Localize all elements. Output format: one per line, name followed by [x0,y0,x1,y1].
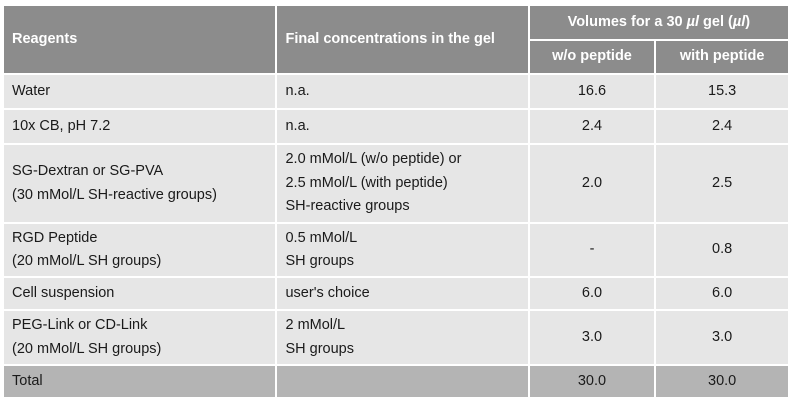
volume-with-peptide-cell: 3.0 [656,311,788,364]
concentration-text: 0.5 mMol/L [285,229,358,246]
volume-with-peptide-cell: 6.0 [656,278,788,309]
reagent-text: (30 mMol/L SH-reactive groups) [12,186,217,203]
total-without-peptide-cell: 30.0 [529,366,655,397]
concentration-cell: n.a. [277,75,528,108]
reagent-text: (20 mMol/L SH groups) [12,340,162,357]
volume-with-peptide-cell: 15.3 [656,75,788,108]
volume-without-peptide-cell: 16.6 [529,75,655,108]
volume-with-peptide-cell: 2.4 [656,110,788,143]
volume-without-peptide-cell: 6.0 [529,278,655,309]
concentration-cell: 2.0 mMol/L (w/o peptide) or 2.5 mMol/L (w… [277,145,528,222]
reagent-text: PEG-Link or CD-Link [12,317,148,333]
header-volumes: Volumes for a 30 µl gel (µl) [529,6,788,39]
table-row: Water n.a. 16.6 15.3 [4,75,788,108]
reagent-text: (20 mMol/L SH groups) [12,253,162,269]
concentration-text: SH groups [285,340,354,357]
header-volumes-unit: µl [732,13,746,30]
volume-without-peptide-cell: 2.4 [529,110,655,143]
header-volumes-unit: µl [686,13,699,30]
concentration-cell: n.a. [277,110,528,143]
header-volumes-prefix: Volumes for a 30 [567,13,687,30]
table-body: Water n.a. 16.6 15.3 10x CB, pH 7.2 n.a. 2.4 2.… [4,75,788,397]
reagent-cell: RGD Peptide (20 mMol/L SH groups) [4,224,276,276]
concentration-text: n.a. [285,82,310,99]
volume-without-peptide-cell: 3.0 [529,311,655,364]
volume-without-peptide-cell: - [529,224,655,276]
concentration-text: 2.0 mMol/L (w/o peptide) or [285,151,462,168]
reagent-cell: Cell suspension [4,278,276,309]
reagent-cell: 10x CB, pH 7.2 [4,110,276,143]
concentration-text: user's choice [285,284,370,301]
header-with-peptide: with peptide [656,41,788,73]
reagent-cell: SG-Dextran or SG-PVA (30 mMol/L SH-reacti… [4,145,276,222]
concentration-cell: user's choice [277,278,528,309]
reagent-text: SG-Dextran or SG-PVA [12,163,164,179]
header-volumes-mid: gel ( [699,13,733,30]
concentration-text: n.a. [285,117,310,134]
header-volumes-suffix: ) [745,13,751,30]
reagent-table-container: Reagents Final concentrations in the gel… [2,4,790,399]
volume-without-peptide-cell: 2.0 [529,145,655,222]
total-label-cell: Total [4,366,276,397]
table-row: SG-Dextran or SG-PVA (30 mMol/L SH-reacti… [4,145,788,222]
header-final-concentrations: Final concentrations in the gel [277,6,528,73]
concentration-text: 2.5 mMol/L (with peptide) [285,174,448,191]
table-row: RGD Peptide (20 mMol/L SH groups) 0.5 mMol… [4,224,788,276]
table-row: Cell suspension user's choice 6.0 6.0 [4,278,788,309]
concentration-cell: 0.5 mMol/L SH groups [277,224,528,276]
volume-with-peptide-cell: 0.8 [656,224,788,276]
table-row: 10x CB, pH 7.2 n.a. 2.4 2.4 [4,110,788,143]
table-row: PEG-Link or CD-Link (20 mMol/L SH groups)… [4,311,788,364]
total-concentration-cell [277,366,528,397]
reagent-text: Water [12,82,51,99]
reagent-cell: PEG-Link or CD-Link (20 mMol/L SH groups) [4,311,276,364]
total-row: Total 30.0 30.0 [4,366,788,397]
reagent-volume-table: Reagents Final concentrations in the gel… [2,4,790,399]
reagent-text: 10x CB, pH 7.2 [12,117,111,134]
volume-with-peptide-cell: 2.5 [656,145,788,222]
reagent-text: RGD Peptide [12,229,98,246]
header-without-peptide: w/o peptide [529,41,655,73]
total-with-peptide-cell: 30.0 [656,366,788,397]
reagent-cell: Water [4,75,276,108]
concentration-cell: 2 mMol/L SH groups [277,311,528,364]
reagent-text: Cell suspension [12,284,115,301]
concentration-text: 2 mMol/L [285,317,346,333]
concentration-text: SH groups [285,253,354,269]
concentration-text: SH-reactive groups [285,198,410,215]
header-reagents: Reagents [4,6,276,73]
